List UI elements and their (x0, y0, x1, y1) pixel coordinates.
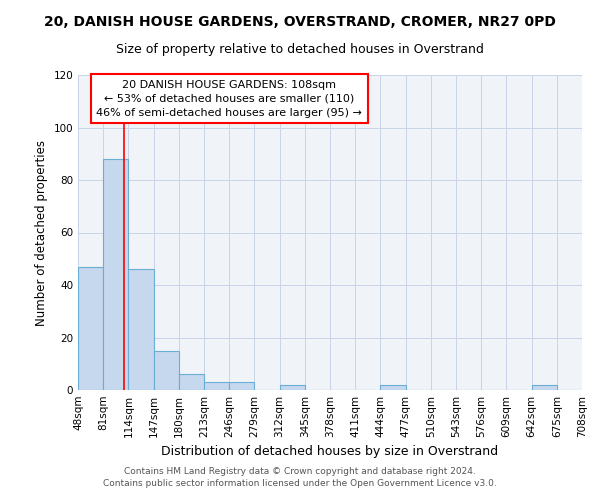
Text: 20, DANISH HOUSE GARDENS, OVERSTRAND, CROMER, NR27 0PD: 20, DANISH HOUSE GARDENS, OVERSTRAND, CR… (44, 15, 556, 29)
Bar (103, 159, 128, 390)
Bar (154, 350, 179, 390)
Bar (128, 269, 154, 390)
Text: Contains HM Land Registry data © Crown copyright and database right 2024.: Contains HM Land Registry data © Crown c… (124, 467, 476, 476)
Text: 20 DANISH HOUSE GARDENS: 108sqm
← 53% of detached houses are smaller (110)
46% o: 20 DANISH HOUSE GARDENS: 108sqm ← 53% of… (96, 80, 362, 118)
Bar (229, 382, 254, 390)
Bar (380, 385, 406, 390)
Y-axis label: Number of detached properties: Number of detached properties (35, 140, 48, 326)
Bar (78, 266, 103, 390)
X-axis label: Distribution of detached houses by size in Overstrand: Distribution of detached houses by size … (161, 446, 499, 458)
Bar (204, 382, 229, 390)
Bar (179, 374, 204, 390)
Text: Size of property relative to detached houses in Overstrand: Size of property relative to detached ho… (116, 42, 484, 56)
Bar (532, 385, 557, 390)
Bar (280, 385, 305, 390)
Text: Contains public sector information licensed under the Open Government Licence v3: Contains public sector information licen… (103, 478, 497, 488)
